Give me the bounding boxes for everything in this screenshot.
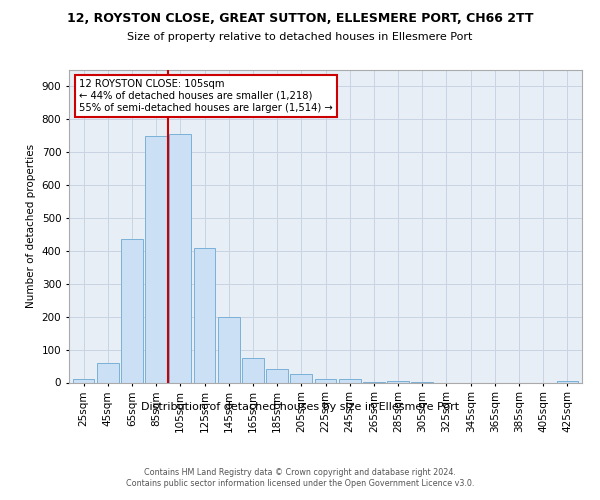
Bar	[121, 240, 143, 382]
Text: Size of property relative to detached houses in Ellesmere Port: Size of property relative to detached ho…	[127, 32, 473, 42]
Text: Contains HM Land Registry data © Crown copyright and database right 2024.
Contai: Contains HM Land Registry data © Crown c…	[126, 468, 474, 487]
Bar	[73, 379, 94, 382]
Bar	[194, 248, 215, 382]
Bar	[266, 370, 288, 382]
Bar	[218, 316, 239, 382]
Bar	[290, 374, 312, 382]
Bar	[145, 136, 167, 382]
Text: Distribution of detached houses by size in Ellesmere Port: Distribution of detached houses by size …	[141, 402, 459, 412]
Bar	[169, 134, 191, 382]
Bar	[314, 379, 337, 382]
Text: 12, ROYSTON CLOSE, GREAT SUTTON, ELLESMERE PORT, CH66 2TT: 12, ROYSTON CLOSE, GREAT SUTTON, ELLESME…	[67, 12, 533, 26]
Bar	[242, 358, 264, 382]
Y-axis label: Number of detached properties: Number of detached properties	[26, 144, 36, 308]
Bar	[557, 381, 578, 382]
Bar	[387, 381, 409, 382]
Bar	[339, 379, 361, 382]
Text: 12 ROYSTON CLOSE: 105sqm
← 44% of detached houses are smaller (1,218)
55% of sem: 12 ROYSTON CLOSE: 105sqm ← 44% of detach…	[79, 80, 333, 112]
Bar	[97, 363, 119, 382]
